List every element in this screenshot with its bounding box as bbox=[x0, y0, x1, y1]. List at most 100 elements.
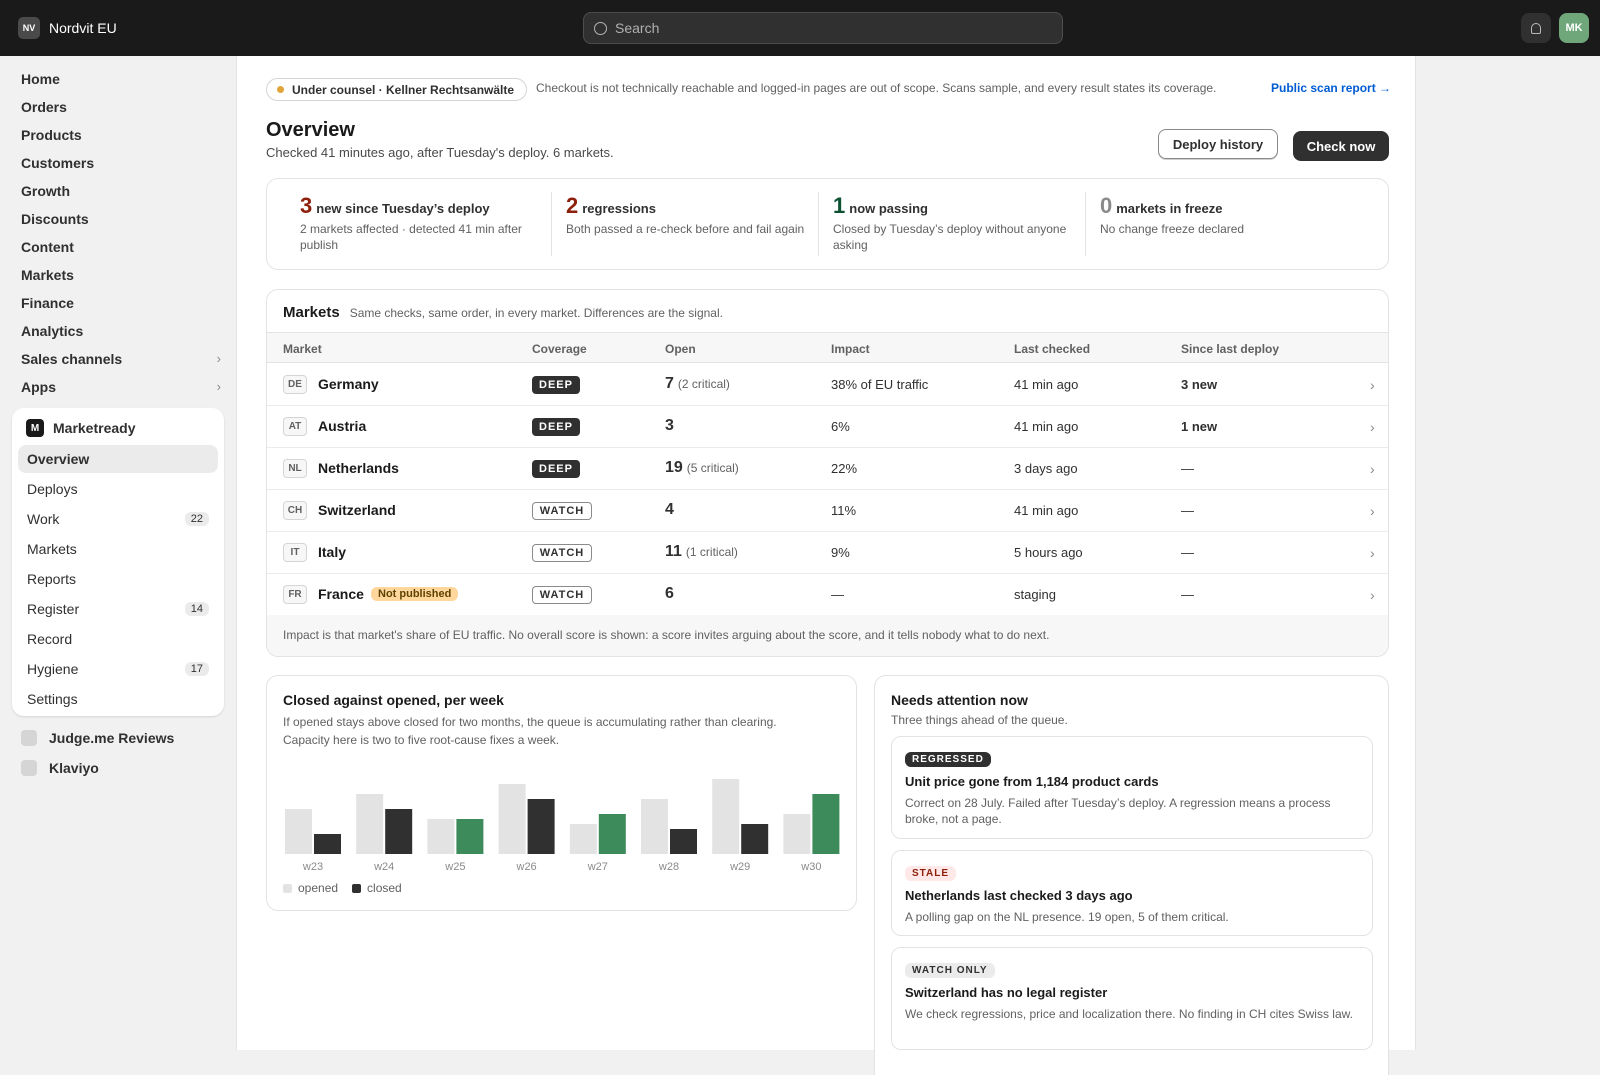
sidebar-item-growth[interactable]: Growth bbox=[21, 183, 221, 199]
app-nav-reports[interactable]: Reports bbox=[18, 565, 218, 593]
table-row[interactable]: CH Switzerland WATCH 4 11% 41 min ago — › bbox=[267, 490, 1388, 532]
chevron-right-icon[interactable]: › bbox=[1370, 503, 1375, 519]
app-header[interactable]: M Marketready bbox=[26, 419, 136, 437]
app-nav-deploys[interactable]: Deploys bbox=[18, 475, 218, 503]
bar-opened-w25 bbox=[427, 819, 455, 854]
status-badge: STALE bbox=[905, 866, 957, 881]
stat-now-passing: 1 now passing Closed by Tuesday’s deploy … bbox=[833, 193, 1079, 253]
store-switcher[interactable]: NV Nordvit EU bbox=[18, 17, 117, 39]
app-nav-hygiene[interactable]: Hygiene 17 bbox=[18, 655, 218, 683]
attention-item-title: Unit price gone from 1,184 product cards bbox=[905, 774, 1159, 789]
app-icon bbox=[21, 760, 37, 776]
market-name: Switzerland bbox=[318, 502, 396, 518]
sidebar-item-products[interactable]: Products bbox=[21, 127, 221, 143]
sidebar: Home Orders Products Customers Growth Di… bbox=[0, 56, 236, 1050]
chevron-right-icon[interactable]: › bbox=[1370, 461, 1375, 477]
since-deploy-value: — bbox=[1181, 587, 1194, 602]
column-header-impact[interactable]: Impact bbox=[831, 342, 870, 356]
public-scan-report-link[interactable]: Public scan report → bbox=[1271, 81, 1392, 95]
coverage-badge: WATCH bbox=[532, 502, 592, 520]
bell-icon bbox=[1531, 22, 1541, 34]
attention-item-stale[interactable]: STALE Netherlands last checked 3 days ag… bbox=[891, 850, 1373, 936]
bar-closed-w25 bbox=[456, 819, 484, 854]
app-nav-work[interactable]: Work 22 bbox=[18, 505, 218, 533]
app-nav-markets[interactable]: Markets bbox=[18, 535, 218, 563]
table-row[interactable]: FR France Not published WATCH 6 — staging — › bbox=[267, 574, 1388, 616]
chevron-right-icon[interactable]: › bbox=[1370, 587, 1375, 603]
app-logo: M bbox=[26, 419, 44, 437]
bar-opened-w24 bbox=[356, 794, 384, 854]
app-nav-record[interactable]: Record bbox=[18, 625, 218, 653]
search-bar[interactable] bbox=[583, 12, 1063, 44]
deploy-history-button[interactable]: Deploy history bbox=[1158, 129, 1278, 159]
column-header-since-deploy[interactable]: Since last deploy bbox=[1181, 342, 1280, 356]
sidebar-item-customers[interactable]: Customers bbox=[21, 155, 221, 171]
bar-opened-w29 bbox=[712, 779, 740, 854]
column-header-market[interactable]: Market bbox=[283, 342, 322, 356]
sidebar-item-sales-channels[interactable]: Sales channels › bbox=[21, 351, 221, 367]
tick-label-w23: w23 bbox=[302, 861, 323, 873]
sidebar-item-label: Home bbox=[21, 71, 60, 87]
open-count-value: 19 bbox=[665, 459, 683, 476]
sidebar-item-markets[interactable]: Markets bbox=[21, 267, 221, 283]
app-nav-settings[interactable]: Settings bbox=[18, 685, 218, 713]
app-nav-label: Hygiene bbox=[27, 661, 79, 677]
last-checked-value: 5 hours ago bbox=[1014, 545, 1083, 560]
summary-stats: 3 new since Tuesday’s deploy 2 markets af… bbox=[266, 178, 1389, 270]
chevron-right-icon[interactable]: › bbox=[1370, 545, 1375, 561]
sidebar-item-label: Analytics bbox=[21, 323, 84, 339]
sidebar-item-orders[interactable]: Orders bbox=[21, 99, 221, 115]
app-nav-overview[interactable]: Overview bbox=[18, 445, 218, 473]
sidebar-item-finance[interactable]: Finance bbox=[21, 295, 221, 311]
bar-closed-w26 bbox=[527, 799, 555, 854]
legend-label-opened: opened bbox=[298, 881, 339, 895]
bar-closed-w29 bbox=[741, 824, 769, 854]
counsel-label: Under counsel · Kellner Rechtsanwälte bbox=[292, 82, 515, 97]
needs-attention-card: Needs attention now Three things ahead o… bbox=[874, 675, 1389, 1075]
not-published-badge: Not published bbox=[371, 587, 459, 601]
attention-item-title: Netherlands last checked 3 days ago bbox=[905, 888, 1133, 903]
check-now-button[interactable]: Check now bbox=[1293, 131, 1389, 161]
tick-label-w24: w24 bbox=[373, 861, 394, 873]
tick-label-w30: w30 bbox=[800, 861, 821, 873]
sidebar-item-label: Growth bbox=[21, 183, 70, 199]
coverage-badge: WATCH bbox=[532, 544, 592, 562]
count-badge: 22 bbox=[184, 512, 209, 526]
table-row[interactable]: IT Italy WATCH 11 (1 critical) 9% 5 hours ago —… bbox=[267, 532, 1388, 574]
coverage-badge: DEEP bbox=[532, 376, 580, 394]
avatar[interactable]: MK bbox=[1559, 13, 1589, 43]
chart-description: If opened stays above closed for two mon… bbox=[283, 713, 777, 749]
sidebar-app-klaviyo[interactable]: Klaviyo bbox=[21, 760, 99, 776]
sidebar-item-apps[interactable]: Apps › bbox=[21, 379, 221, 395]
chevron-right-icon[interactable]: › bbox=[1370, 419, 1375, 435]
attention-item-regressed[interactable]: REGRESSED Unit price gone from 1,184 pro… bbox=[891, 736, 1373, 839]
bar-opened-w23 bbox=[285, 809, 312, 854]
table-row[interactable]: DE Germany DEEP 7 (2 critical) 38% of EU traf… bbox=[267, 364, 1388, 406]
attention-item-watch-only[interactable]: WATCH ONLY Switzerland has no legal regi… bbox=[891, 947, 1373, 1050]
last-checked-value: staging bbox=[1014, 587, 1056, 602]
stat-number: 1 bbox=[833, 193, 846, 218]
table-row[interactable]: NL Netherlands DEEP 19 (5 critical) 22% 3 days… bbox=[267, 448, 1388, 490]
table-row[interactable]: AT Austria DEEP 3 6% 41 min ago 1 new › bbox=[267, 406, 1388, 448]
column-header-open[interactable]: Open bbox=[665, 342, 696, 356]
top-bar: NV Nordvit EU MK bbox=[0, 0, 1600, 56]
notifications-button[interactable] bbox=[1521, 13, 1551, 43]
column-header-coverage[interactable]: Coverage bbox=[532, 342, 587, 356]
sidebar-item-content[interactable]: Content bbox=[21, 239, 221, 255]
sidebar-item-analytics[interactable]: Analytics bbox=[21, 323, 221, 339]
chevron-right-icon[interactable]: › bbox=[1370, 377, 1375, 393]
sidebar-app-judgeme[interactable]: Judge.me Reviews bbox=[21, 730, 174, 746]
coverage-badge: DEEP bbox=[532, 418, 580, 436]
last-checked-value: 41 min ago bbox=[1014, 503, 1079, 518]
market-code: NL bbox=[283, 459, 307, 478]
search-input[interactable] bbox=[615, 20, 1035, 36]
market-code: DE bbox=[283, 375, 307, 394]
market-name: Germany bbox=[318, 376, 379, 392]
open-count-value: 3 bbox=[665, 417, 674, 434]
app-nav-register[interactable]: Register 14 bbox=[18, 595, 218, 623]
main-content: Under counsel · Kellner Rechtsanwälte Ch… bbox=[236, 56, 1416, 1075]
sidebar-item-home[interactable]: Home bbox=[21, 71, 221, 87]
bar-closed-w27 bbox=[598, 814, 626, 854]
column-header-last-checked[interactable]: Last checked bbox=[1014, 342, 1091, 356]
sidebar-item-discounts[interactable]: Discounts bbox=[21, 211, 221, 227]
